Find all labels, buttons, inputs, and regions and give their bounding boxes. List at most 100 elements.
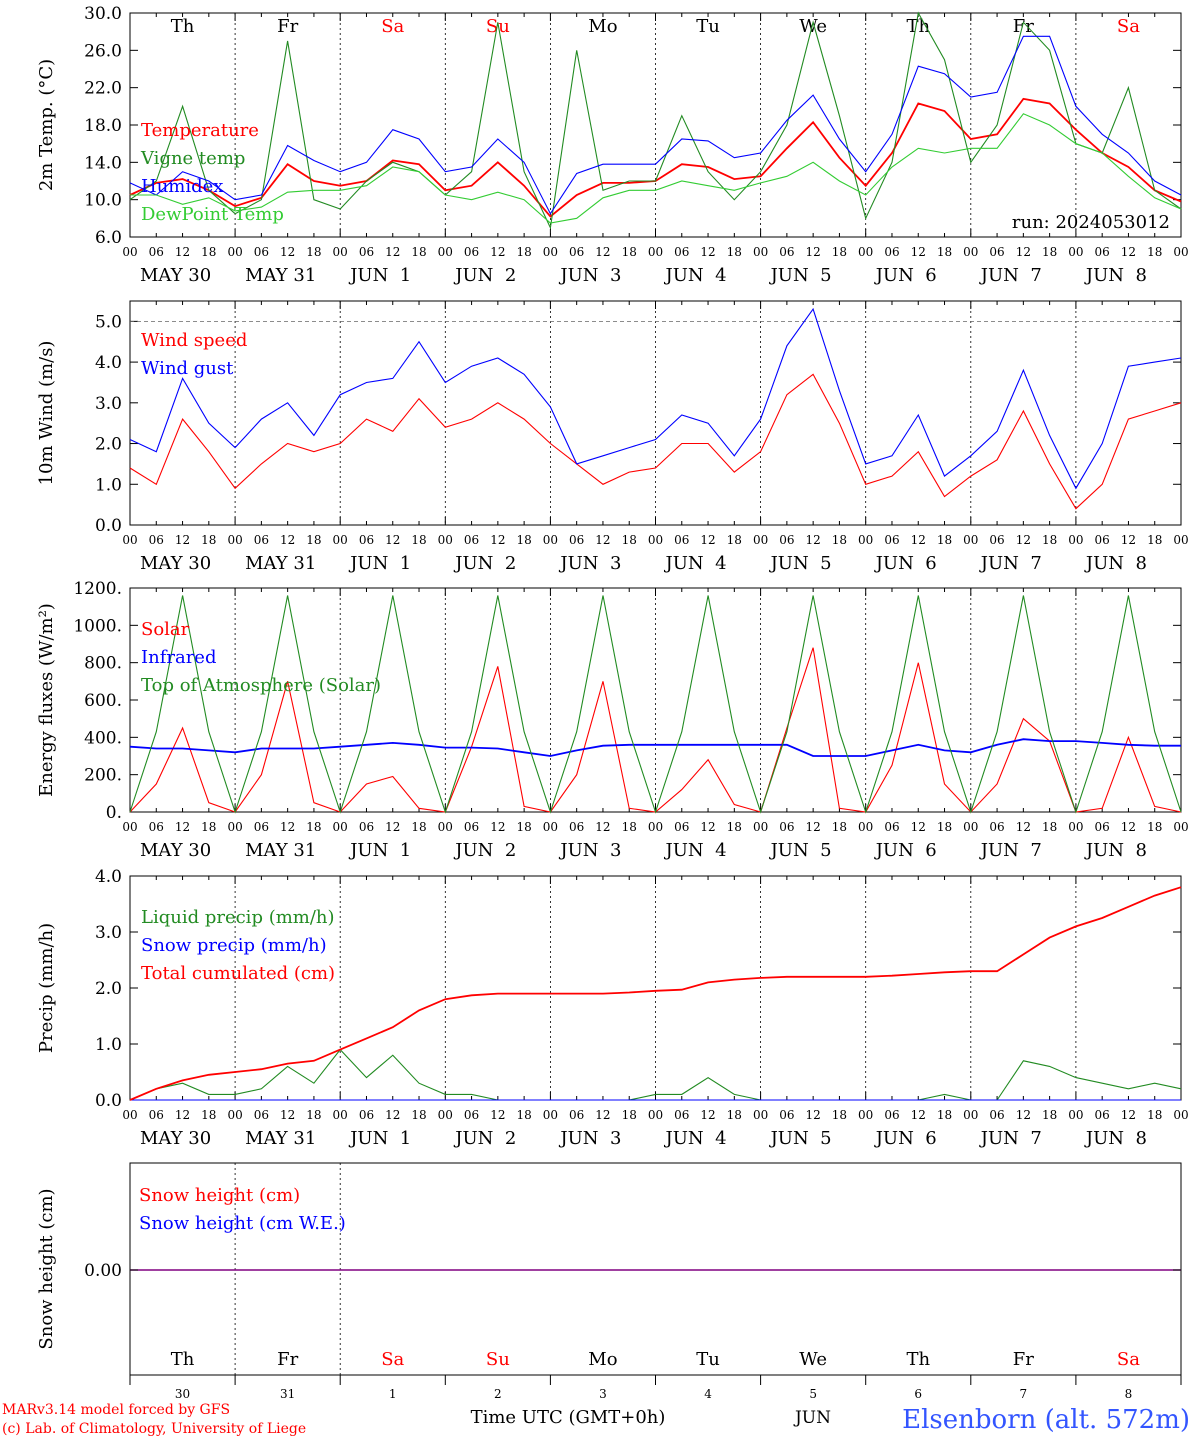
hour-label: 12 [1121,245,1136,259]
series-line [130,113,1182,224]
day-number: 2 [494,1387,502,1401]
series-line [129,11,1182,230]
hour-label: 12 [595,820,610,834]
hour-label: 00 [1173,1108,1188,1122]
hour-label: 00 [648,1108,663,1122]
hour-label: 12 [175,820,190,834]
legend-entry: Infrared [141,647,216,668]
day-name: Sa [381,16,404,37]
hour-label: 18 [937,1108,952,1122]
hour-label: 18 [937,245,952,259]
hour-label: 18 [516,820,531,834]
day-name: Mo [588,16,617,37]
hour-label: 12 [1121,820,1136,834]
day-number: 3 [599,1387,607,1401]
hour-label: 18 [1147,820,1162,834]
day-number: 7 [1020,1387,1028,1401]
hour-label: 12 [806,820,821,834]
y-axis-label: Snow height (cm) [36,1188,57,1349]
hour-label: 06 [1095,820,1110,834]
series-line [129,373,1182,510]
hour-label: 00 [438,1108,453,1122]
date-label: MAY 30 [140,553,211,574]
hour-label: 00 [963,820,978,834]
day-name: Fr [277,1349,298,1370]
hour-label: 06 [674,1108,689,1122]
hour-label: 06 [254,245,269,259]
hour-label: 00 [1173,820,1188,834]
date-label: MAY 31 [245,265,316,286]
y-tick-label: 4.0 [95,867,122,887]
y-tick-label: 1200. [73,579,122,599]
hour-label: 12 [700,533,715,547]
hour-label: 00 [438,533,453,547]
hour-label: 12 [700,245,715,259]
hour-label: 06 [149,533,164,547]
hour-label: 06 [254,820,269,834]
hour-label: 12 [806,245,821,259]
y-tick-label: 2.0 [95,435,122,455]
hour-label: 18 [516,245,531,259]
hour-label: 12 [595,245,610,259]
panel-3 [129,587,1182,813]
date-label: JUN 7 [979,1128,1042,1149]
hour-label: 12 [280,1108,295,1122]
hour-label: 00 [543,820,558,834]
date-label: JUN 7 [979,553,1042,574]
day-name: Tu [696,1349,720,1370]
hour-label: 18 [1147,245,1162,259]
hour-label: 06 [254,533,269,547]
hour-label: 00 [122,1108,137,1122]
y-tick-label: 800. [84,654,122,674]
hour-label: 00 [1173,533,1188,547]
hour-label: 12 [490,820,505,834]
y-tick-label: 400. [84,728,122,748]
hour-label: 00 [543,245,558,259]
y-tick-label: 1000. [73,616,122,636]
hour-label: 12 [700,820,715,834]
hour-label: 00 [543,1108,558,1122]
panel-2 [129,300,1182,526]
hour-label: 00 [227,820,242,834]
day-number: 6 [914,1387,922,1401]
hour-label: 18 [622,533,637,547]
date-label: MAY 31 [245,1128,316,1149]
hour-label: 00 [1068,1108,1083,1122]
hour-label: 06 [1095,1108,1110,1122]
date-label: JUN 8 [1084,840,1147,861]
date-label: MAY 31 [245,553,316,574]
hour-label: 00 [438,245,453,259]
hour-label: 18 [727,533,742,547]
hour-label: 00 [333,1108,348,1122]
credit-line: (c) Lab. of Climatology, University of L… [2,1421,306,1437]
day-name: Fr [1013,1349,1034,1370]
date-label: JUN 1 [348,553,411,574]
day-number: 1 [389,1387,397,1401]
day-name: Th [171,16,195,37]
hour-label: 12 [175,1108,190,1122]
hour-label: 18 [411,533,426,547]
hour-label: 06 [254,1108,269,1122]
date-label: MAY 31 [245,840,316,861]
hour-label: 00 [753,820,768,834]
legend-entry: DewPoint Temp [141,204,284,225]
series-line [129,1048,1182,1101]
hour-label: 18 [306,1108,321,1122]
date-label: JUN 3 [558,265,621,286]
day-name: Sa [381,1349,404,1370]
hour-label: 06 [884,1108,899,1122]
y-tick-label: 600. [84,691,122,711]
hour-label: 00 [1068,245,1083,259]
hour-label: 06 [464,820,479,834]
hour-label: 12 [1016,533,1031,547]
y-tick-label: 5.0 [95,312,122,332]
y-axis-label: 2m Temp. (°C) [36,59,57,191]
day-name: Sa [1117,16,1140,37]
hour-label: 06 [149,1108,164,1122]
y-tick-label: 10.0 [84,191,122,211]
date-label: MAY 30 [140,1128,211,1149]
hour-label: 06 [464,533,479,547]
hour-label: 06 [359,533,374,547]
hour-label: 06 [1095,533,1110,547]
